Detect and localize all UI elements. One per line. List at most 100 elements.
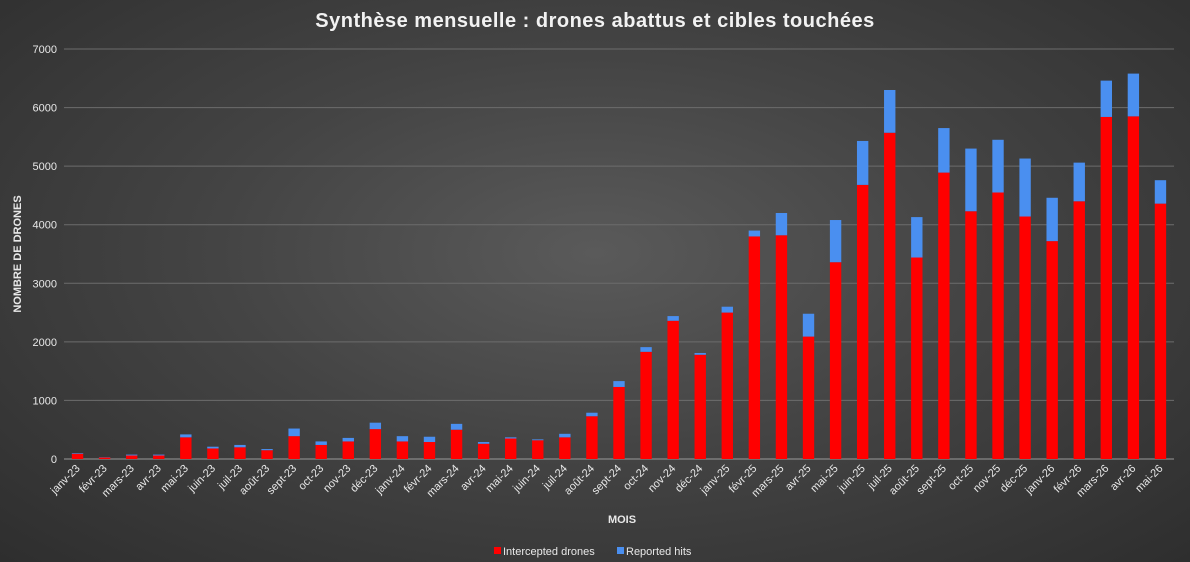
bar-reported-hits [71, 453, 84, 454]
bar-intercepted [342, 441, 354, 459]
x-axis-title: MOIS [608, 514, 636, 526]
bar-reported-hits [559, 433, 571, 438]
bar-reported-hits [477, 442, 490, 444]
legend-swatch [617, 547, 624, 554]
x-tick-label: mai-25 [808, 463, 840, 495]
x-tick-label: sept-24 [590, 463, 624, 497]
bar-intercepted [1154, 203, 1167, 459]
chart-title: Synthèse mensuelle : drones abattus et c… [315, 10, 874, 32]
bar-intercepted [261, 450, 273, 459]
bar-intercepted [856, 184, 869, 459]
bar-reported-hits [532, 439, 544, 441]
bar-reported-hits [884, 90, 896, 133]
bar-reported-hits [640, 347, 652, 352]
bar-intercepted [423, 442, 436, 459]
bar-reported-hits [586, 412, 598, 417]
bar-reported-hits [1073, 162, 1085, 202]
x-tick-label: août-25 [887, 463, 922, 498]
x-tick-label: avr-26 [1108, 463, 1139, 494]
bar-reported-hits [1019, 158, 1031, 217]
bar-reported-hits [315, 441, 327, 445]
x-tick-label: janv-24 [373, 463, 408, 498]
x-tick-label: mai-26 [1133, 463, 1165, 495]
y-tick-label: 2000 [33, 337, 57, 349]
bar-reported-hits [965, 148, 977, 212]
legend-label: Intercepted drones [503, 546, 595, 558]
bar-reported-hits [1154, 180, 1167, 204]
bar-intercepted [396, 441, 409, 459]
bar-reported-hits [153, 454, 165, 456]
bar-reported-hits [911, 217, 923, 258]
bar-intercepted [748, 236, 761, 459]
bar-intercepted [1073, 201, 1085, 460]
bar-reported-hits [1046, 197, 1058, 242]
y-tick-label: 5000 [33, 161, 57, 173]
legend: Intercepted drones Reported hits [494, 546, 692, 558]
bar-reported-hits [613, 381, 625, 387]
bar-intercepted [450, 429, 463, 459]
x-tick-label: juin-24 [510, 463, 543, 496]
bar-reported-hits [342, 437, 354, 442]
bar-intercepted [234, 447, 246, 459]
bar-intercepted [884, 132, 896, 459]
x-tick-label: mai-24 [484, 463, 516, 495]
x-tick-label: mai-23 [159, 463, 191, 495]
x-tick-label: nov-23 [321, 463, 353, 495]
y-tick-label: 6000 [33, 103, 57, 115]
bar-reported-hits [234, 444, 246, 448]
bar-intercepted [586, 416, 598, 459]
bar-reported-hits [505, 437, 517, 439]
bar-intercepted [125, 455, 138, 459]
bar-reported-hits [450, 423, 463, 430]
y-tick-label: 0 [51, 454, 57, 466]
x-tick-label: avr-25 [783, 463, 814, 494]
grid-lines [64, 48, 1174, 460]
x-tick-label: sept-25 [915, 463, 949, 497]
x-axis-ticks: janv-23févr-23mars-23avr-23mai-23juin-23… [48, 463, 1166, 500]
bar-reported-hits [261, 449, 273, 451]
bar-reported-hits [802, 313, 815, 337]
bar-reported-hits [288, 428, 300, 437]
bar-intercepted [207, 448, 219, 459]
y-tick-label: 4000 [33, 220, 57, 232]
bar-intercepted [802, 336, 815, 459]
x-tick-label: sept-23 [265, 463, 299, 497]
bar-reported-hits [423, 436, 436, 443]
bar-intercepted [315, 444, 327, 459]
bar-intercepted [667, 320, 679, 459]
bar-intercepted [829, 262, 842, 459]
bar-reported-hits [1100, 80, 1113, 117]
bar-intercepted [477, 443, 490, 459]
bar-intercepted [694, 354, 706, 459]
bar-intercepted [98, 457, 111, 459]
legend-swatch [494, 547, 501, 554]
bar-reported-hits [775, 213, 788, 236]
bar-intercepted [613, 386, 625, 459]
bar-reported-hits [180, 434, 192, 438]
bar-intercepted [965, 211, 977, 459]
bar-reported-hits [207, 446, 219, 449]
bar-intercepted [640, 351, 652, 459]
bar-reported-hits [1127, 73, 1140, 117]
bars [71, 73, 1167, 460]
bar-reported-hits [369, 422, 382, 430]
bar-reported-hits [856, 140, 869, 185]
bar-reported-hits [992, 139, 1004, 193]
x-tick-label: août-23 [237, 463, 272, 498]
bar-reported-hits [829, 220, 842, 263]
bar-intercepted [1127, 116, 1140, 459]
x-tick-label: avr-23 [133, 463, 164, 494]
bar-intercepted [1100, 116, 1113, 459]
x-tick-label: nov-24 [646, 463, 678, 495]
x-tick-label: août-24 [562, 463, 597, 498]
bar-intercepted [992, 192, 1004, 459]
y-tick-label: 7000 [33, 44, 57, 56]
bar-intercepted [71, 453, 84, 459]
bar-intercepted [288, 436, 300, 459]
bar-intercepted [938, 172, 950, 460]
bar-intercepted [153, 455, 165, 459]
legend-label: Reported hits [626, 546, 692, 558]
x-tick-label: juin-23 [185, 463, 218, 496]
bar-intercepted [775, 235, 788, 459]
